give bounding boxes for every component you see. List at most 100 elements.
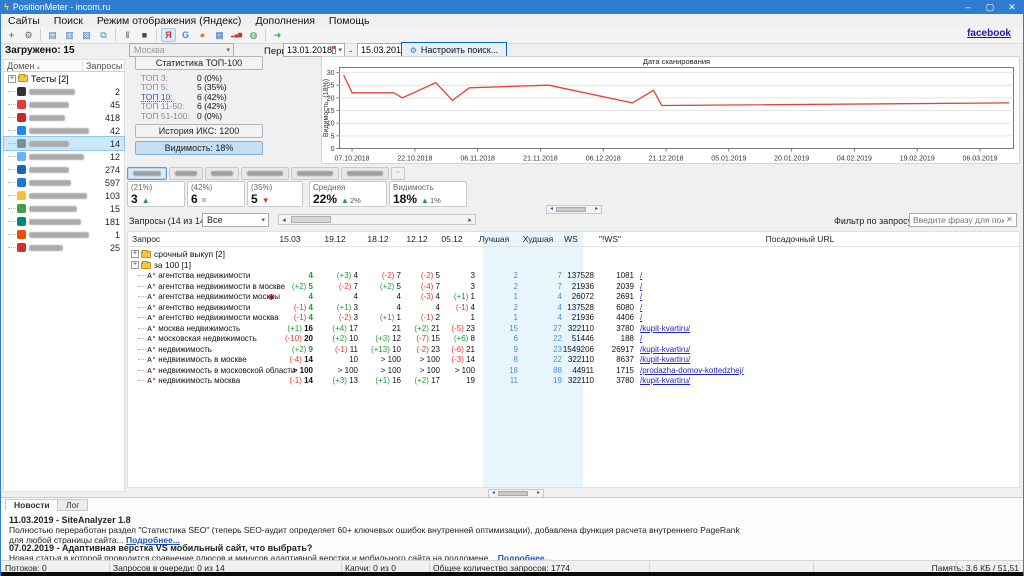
stop-icon[interactable]: ■ — [137, 28, 152, 42]
domain-row-3[interactable]: 418 — [4, 111, 124, 124]
scroll-left-icon[interactable]: ◂ — [547, 206, 556, 213]
date-from-input[interactable]: 13.01.2018 ▾ — [283, 43, 345, 57]
queries-column-header[interactable]: Запросы — [82, 61, 124, 71]
exit-icon[interactable]: ➜ — [270, 28, 285, 42]
keyword-row[interactable]: А агентства недвижимости в москве(+2) 5(… — [128, 282, 1019, 293]
domain-row-12[interactable]: 1 — [4, 228, 124, 241]
keyword-row[interactable]: А недвижимость в москве(-4) 1410> 100> 1… — [128, 355, 1019, 366]
col-header-quoted-ws[interactable]: "!WS" — [586, 234, 634, 244]
settings-wrench-icon[interactable]: ⚙ — [21, 28, 36, 42]
landing-url-link[interactable]: / — [640, 334, 642, 343]
domain-row-2[interactable]: 45 — [4, 98, 124, 111]
scroll-thumb[interactable] — [291, 216, 331, 223]
period-tab-2[interactable] — [169, 167, 203, 180]
report2-icon[interactable]: ▥ — [62, 28, 77, 42]
period-tab-4[interactable] — [241, 167, 289, 180]
col-header-landing-url[interactable]: Посадочный URL — [700, 234, 900, 244]
more-tabs-button[interactable]: ∙∙ — [391, 167, 405, 180]
col-header-date-05.12[interactable]: 05.12 — [429, 234, 475, 244]
menu-item-2[interactable]: Поиск — [47, 15, 90, 27]
landing-url-link[interactable]: / — [640, 313, 642, 322]
keyword-row[interactable]: А недвижимость в московской области> 100… — [128, 366, 1019, 377]
grid-export-icon[interactable]: ▦ — [212, 28, 227, 42]
scroll-left-icon[interactable]: ◂ — [279, 216, 289, 224]
iks-history-button[interactable]: История ИКС: 1200 — [135, 124, 263, 138]
landing-url-link[interactable]: /prodazha-domov-kottedzhej/ — [640, 366, 744, 375]
landing-url-link[interactable]: / — [640, 282, 642, 291]
sputnik-icon[interactable]: ● — [195, 28, 210, 42]
landing-url-link[interactable]: / — [640, 271, 642, 280]
keyword-row[interactable]: А агентство недвижимости москва(-1) 4(-2… — [128, 313, 1019, 324]
tab-log[interactable]: Лог — [57, 499, 88, 511]
domain-row-7[interactable]: 274 — [4, 163, 124, 176]
domain-row-11[interactable]: 181 — [4, 215, 124, 228]
chevron-down-icon[interactable]: ▾ — [336, 46, 344, 54]
clear-filter-icon[interactable]: ✕ — [1006, 215, 1013, 224]
keyword-row[interactable]: А московская недвижимость(-10) 20(+2) 10… — [128, 334, 1019, 345]
col-header-date-19.12[interactable]: 19.12 — [312, 234, 358, 244]
domain-row-6[interactable]: 12 — [4, 150, 124, 163]
expand-icon[interactable]: + — [131, 261, 139, 269]
period-tab-5[interactable] — [291, 167, 339, 180]
table-folder-row-2[interactable]: +за 100 [1] — [128, 260, 1019, 271]
menu-item-5[interactable]: Помощь — [322, 15, 377, 27]
keyword-row[interactable]: А агентства недвижимости москвы✱444(-3) … — [128, 292, 1019, 303]
scroll-right-icon[interactable]: ▸ — [534, 490, 543, 497]
globe-icon[interactable]: ◍ — [246, 28, 261, 42]
compare-icon[interactable]: ⧉ — [96, 28, 111, 42]
scroll-left-icon[interactable]: ◂ — [489, 490, 498, 497]
google-icon[interactable]: G — [178, 28, 193, 42]
domain-column-header[interactable]: Домен — [7, 61, 34, 71]
col-header-date-15.03[interactable]: 15.03 — [267, 234, 313, 244]
yandex-check-icon[interactable]: Я — [161, 28, 176, 42]
report-icon[interactable]: ▤ — [45, 28, 60, 42]
keyword-row[interactable]: А агентство недвижимости(-1) 4(+1) 344(-… — [128, 303, 1019, 314]
pause-icon[interactable]: ‖ — [120, 28, 135, 42]
domain-row-13[interactable]: 25 — [4, 241, 124, 254]
domain-row-5[interactable]: 14 — [4, 137, 124, 150]
scroll-right-icon[interactable]: ▸ — [465, 216, 475, 224]
menu-item-3[interactable]: Режим отображения (Яндекс) — [90, 15, 249, 27]
query-filter-input[interactable] — [909, 213, 1017, 227]
top100-stats-button[interactable]: Статистика ТОП-100 — [135, 56, 263, 70]
close-button[interactable]: ✕ — [1001, 2, 1023, 13]
keyword-row[interactable]: А москва недвижимость(+1) 16(+4) 1721(+2… — [128, 324, 1019, 335]
landing-url-link[interactable]: / — [640, 303, 642, 312]
tree-folder-tests[interactable]: +Тесты [2] — [4, 72, 124, 85]
minimize-button[interactable]: – — [957, 2, 979, 13]
table-hscrollbar[interactable]: ◂ ▸ — [278, 214, 476, 225]
domain-row-8[interactable]: 597 — [4, 176, 124, 189]
keyword-row[interactable]: А агентства недвижимости4(+3) 4(-2) 7(-2… — [128, 271, 1019, 282]
sidebar-column-headers[interactable]: Домен ▴ Запросы — [3, 59, 125, 72]
add-site-icon[interactable]: + — [4, 28, 19, 42]
keyword-row[interactable]: А недвижимость(+2) 9(-1) 11(+13) 10(-2) … — [128, 345, 1019, 356]
period-tab-6[interactable] — [341, 167, 389, 180]
tab-news[interactable]: Новости — [5, 499, 59, 511]
maximize-button[interactable]: ▢ — [979, 2, 1001, 13]
expand-icon[interactable]: + — [8, 75, 16, 83]
period-tab-1[interactable] — [127, 167, 167, 180]
queries-filter-select[interactable]: Все▾ — [202, 213, 269, 227]
domain-row-4[interactable]: 42 — [4, 124, 124, 137]
scroll-right-icon[interactable]: ▸ — [592, 206, 601, 213]
visibility-button[interactable]: Видимость: 18% — [135, 141, 263, 155]
keyword-row[interactable]: А недвижимость москва(-1) 14(+3) 13(+1) … — [128, 376, 1019, 387]
landing-url-link[interactable]: /kupit-kvartiru/ — [640, 345, 690, 354]
scroll-thumb[interactable] — [556, 207, 586, 212]
landing-url-link[interactable]: / — [640, 292, 642, 301]
landing-url-link[interactable]: /kupit-kvartiru/ — [640, 376, 690, 385]
domain-row-10[interactable]: 15 — [4, 202, 124, 215]
menu-item-1[interactable]: Сайты — [1, 15, 47, 27]
domain-row-1[interactable]: 2 — [4, 85, 124, 98]
scroll-thumb[interactable] — [498, 491, 528, 496]
table-folder-row-1[interactable]: +срочный выкуп [2] — [128, 249, 1019, 260]
col-header-query[interactable]: Запрос — [132, 234, 272, 244]
bar-chart-icon[interactable]: ▂▄▆ — [229, 28, 244, 42]
landing-url-link[interactable]: /kupit-kvartiru/ — [640, 324, 690, 333]
period-tab-3[interactable] — [205, 167, 239, 180]
domain-row-9[interactable]: 103 — [4, 189, 124, 202]
landing-url-link[interactable]: /kupit-kvartiru/ — [640, 355, 690, 364]
menu-item-4[interactable]: Дополнения — [248, 15, 321, 27]
report3-icon[interactable]: ▧ — [79, 28, 94, 42]
mini-hscrollbar-top[interactable]: ◂ ▸ — [546, 205, 602, 214]
